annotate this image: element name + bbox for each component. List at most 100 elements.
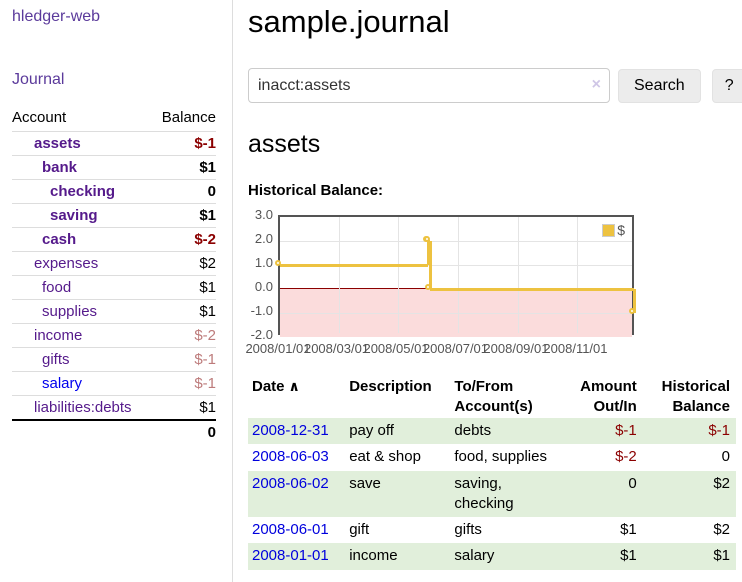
accounts-total-value: 0 (207, 424, 216, 441)
chart-point-marker (629, 308, 635, 314)
legend-label: $ (617, 222, 625, 238)
account-link[interactable]: liabilities:debts (34, 399, 132, 416)
account-column-header: Account (12, 109, 67, 126)
transaction-row[interactable]: 2008-01-01 income salary $1 $1 (248, 543, 736, 570)
transaction-accounts: saving, checking (450, 470, 561, 517)
account-link[interactable]: bank (42, 159, 78, 176)
transaction-accounts: salary (450, 543, 561, 570)
transaction-date-link[interactable]: 2008-06-02 (252, 474, 329, 492)
account-row: salary $-1 (12, 371, 216, 396)
register-table-body: 2008-12-31 pay off debts $-1 $-1 2008-06-03 ea… (248, 418, 736, 570)
chart-x-axis-label: 2008/11/01 (543, 341, 608, 356)
chart-y-axis-label: 2.0 (254, 231, 273, 246)
account-link[interactable]: supplies (42, 303, 98, 320)
account-balance: 0 (152, 179, 216, 204)
account-link[interactable]: assets (34, 135, 81, 152)
register-column-header[interactable]: Historical Balance (661, 378, 730, 415)
transaction-date-cell: 2008-06-02 (248, 470, 346, 517)
chart-point-marker (425, 284, 432, 290)
account-row: saving $1 (12, 203, 216, 228)
chart-line-segment (632, 289, 636, 313)
account-balance: $1 (152, 203, 216, 228)
transaction-description: pay off (345, 418, 451, 445)
account-link[interactable]: gifts (42, 351, 70, 368)
chart-x-axis-label: 2008/05/01 (363, 341, 429, 356)
transaction-balance: $2 (642, 470, 736, 517)
transaction-balance: $1 (642, 543, 736, 570)
transaction-date-link[interactable]: 2008-06-03 (252, 448, 329, 466)
account-link[interactable]: saving (50, 207, 98, 224)
sidebar: hledger-web Journal Account Balance asse… (0, 0, 233, 582)
chart-gridline (517, 217, 519, 333)
accounts-table-body: assets $-1 bank $1 checking 0 saving $1 cash $-2 e… (12, 131, 216, 421)
accounts-header-row: Account Balance (12, 105, 216, 132)
account-row: assets $-1 (12, 131, 216, 156)
register-column-header[interactable]: Amount Out/In (580, 378, 637, 415)
chart-gridline (280, 241, 632, 242)
account-balance: $-1 (152, 371, 216, 396)
register-header-row: Date ∧ Description To/From Account(s) Amount O… (248, 375, 736, 418)
account-balance: $1 (152, 275, 216, 300)
account-balance: $1 (152, 395, 216, 421)
transaction-date-link[interactable]: 2008-06-01 (252, 521, 329, 538)
transaction-description: save (345, 470, 451, 517)
account-balance: $-2 (152, 227, 216, 252)
transaction-row[interactable]: 2008-06-02 save saving, checking 0 $2 (248, 470, 736, 517)
transaction-amount: 0 (560, 470, 643, 517)
transaction-balance: $2 (713, 521, 730, 538)
transaction-date-cell: 2008-06-03 (248, 444, 345, 470)
transaction-amount: $1 (620, 521, 637, 538)
page-title: sample.journal (248, 4, 450, 39)
transaction-accounts: debts (450, 418, 561, 445)
chart-y-axis-label: -2.0 (250, 327, 273, 342)
register-column-header[interactable]: To/From Account(s) (454, 378, 533, 415)
transaction-row[interactable]: 2008-06-01 gift gifts $1 $2 (248, 517, 736, 543)
chart-gridline (577, 217, 579, 333)
register-column-header[interactable]: Date ∧ (252, 378, 300, 395)
accounts-total-row: 0 (12, 420, 216, 444)
balance-column-header: Balance (161, 109, 216, 126)
accounts-table: Account Balance assets $-1 bank $1 checking 0… (12, 105, 216, 444)
transaction-row[interactable]: 2008-06-03 eat & shop food, supplies $-2 0 (248, 444, 736, 470)
account-balance: $1 (152, 155, 216, 180)
sidebar-item-journal[interactable]: Journal (12, 71, 65, 88)
search-button[interactable]: Search (618, 68, 701, 103)
register-column-header[interactable]: Description (349, 378, 432, 395)
transaction-description: eat & shop (349, 448, 421, 466)
transaction-date-link[interactable]: 2008-01-01 (252, 547, 329, 565)
account-link[interactable]: income (34, 327, 83, 344)
account-link[interactable]: salary (42, 375, 83, 392)
transaction-row[interactable]: 2008-12-31 pay off debts $-1 $-1 (248, 418, 736, 445)
search-form: × Search ? (248, 68, 742, 103)
account-link[interactable]: cash (42, 231, 77, 248)
help-button[interactable]: ? (711, 68, 742, 103)
chart-gridline (338, 217, 340, 333)
account-link[interactable]: checking (50, 183, 116, 200)
chart-title: Historical Balance: (248, 182, 384, 199)
chart-y-axis-label: -1.0 (250, 303, 273, 318)
account-row: expenses $2 (12, 251, 216, 276)
transaction-date-link[interactable]: 2008-12-31 (252, 422, 329, 439)
chart-point-marker (275, 260, 281, 266)
account-row: bank $1 (12, 155, 216, 180)
account-link[interactable]: food (42, 279, 72, 296)
account-heading: assets (248, 130, 321, 158)
chart-x-axis-label: 2008/01/01 (245, 341, 311, 356)
account-balance: $-2 (152, 323, 216, 348)
chart-y-axis-label: 0.0 (254, 279, 273, 294)
sort-ascending-icon[interactable]: ∧ (288, 378, 300, 394)
chart-gridline (457, 217, 459, 333)
account-link[interactable]: expenses (34, 255, 99, 272)
chart-x-axis-label: 2008/07/01 (422, 341, 489, 356)
search-input[interactable] (248, 68, 610, 103)
clear-search-icon[interactable]: × (591, 76, 601, 93)
chart-line-segment (430, 287, 634, 291)
chart-legend: $ (600, 221, 627, 239)
brand-link[interactable]: hledger-web (12, 8, 101, 25)
transaction-accounts: food, supplies (454, 448, 547, 466)
transaction-accounts: gifts (454, 521, 482, 538)
transaction-amount: $-1 (560, 418, 643, 445)
transaction-balance: $-1 (642, 418, 736, 445)
legend-swatch (602, 223, 616, 237)
account-row: gifts $-1 (12, 347, 216, 372)
